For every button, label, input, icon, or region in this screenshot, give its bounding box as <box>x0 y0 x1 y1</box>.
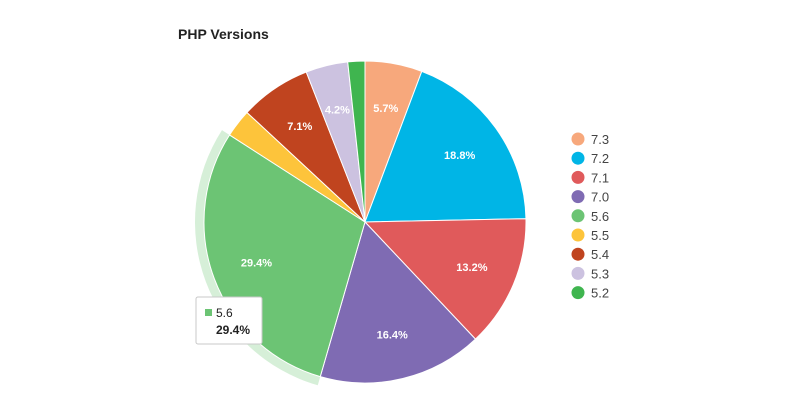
pie-slice-7-1[interactable] <box>364 218 527 340</box>
legend-item-5-6[interactable]: 5.6 <box>571 209 610 224</box>
legend-item-7-0[interactable]: 7.0 <box>571 190 610 205</box>
legend-marker-7-2 <box>571 151 585 165</box>
pie-slice-7-2[interactable] <box>364 70 527 223</box>
tooltip-series-value: 29.4% <box>216 323 250 337</box>
tooltip-color-swatch <box>205 309 212 316</box>
legend-label-7-1: 7.1 <box>591 170 609 185</box>
legend-marker-7-1 <box>571 170 585 184</box>
legend-label-5-3: 5.3 <box>591 266 609 281</box>
legend-item-5-4[interactable]: 5.4 <box>571 247 610 262</box>
legend-label-7-2: 7.2 <box>591 151 609 166</box>
legend-marker-5-4 <box>571 247 585 261</box>
legend-item-7-3[interactable]: 7.3 <box>571 132 610 147</box>
legend-label-5-4: 5.4 <box>591 247 609 262</box>
slice-label-7-1: 13.2% <box>456 262 487 274</box>
legend-label-5-6: 5.6 <box>591 209 609 224</box>
tooltip: 5.6 29.4% <box>195 296 263 345</box>
pie-slice-7-0[interactable] <box>319 221 476 384</box>
legend-item-7-2[interactable]: 7.2 <box>571 151 610 166</box>
legend-label-7-0: 7.0 <box>591 190 609 205</box>
legend-marker-5-6 <box>571 209 585 223</box>
tooltip-series-name: 5.6 <box>216 306 233 320</box>
slice-label-7-3: 5.7% <box>373 103 398 115</box>
legend-label-7-3: 7.3 <box>591 132 609 147</box>
chart-title: PHP Versions <box>178 26 269 42</box>
legend-item-5-5[interactable]: 5.5 <box>571 228 610 243</box>
legend-marker-7-0 <box>571 190 585 204</box>
legend-marker-5-2 <box>571 286 585 300</box>
slice-label-7-0: 16.4% <box>377 330 408 342</box>
legend-label-5-2: 5.2 <box>591 286 609 301</box>
legend-marker-7-3 <box>571 132 585 146</box>
tooltip-box <box>195 296 263 345</box>
slice-label-5-4: 7.1% <box>287 121 312 133</box>
legend-marker-5-5 <box>571 228 585 242</box>
legend-item-5-3[interactable]: 5.3 <box>571 266 610 281</box>
slice-label-7-2: 18.8% <box>444 150 475 162</box>
legend-item-5-2[interactable]: 5.2 <box>571 286 610 301</box>
legend-item-7-1[interactable]: 7.1 <box>571 170 610 185</box>
slice-label-5-6: 29.4% <box>241 258 272 270</box>
pie-slice-5-2[interactable] <box>347 60 366 223</box>
legend-marker-5-3 <box>571 266 585 280</box>
slice-label-5-3: 4.2% <box>325 104 350 116</box>
legend-label-5-5: 5.5 <box>591 228 609 243</box>
